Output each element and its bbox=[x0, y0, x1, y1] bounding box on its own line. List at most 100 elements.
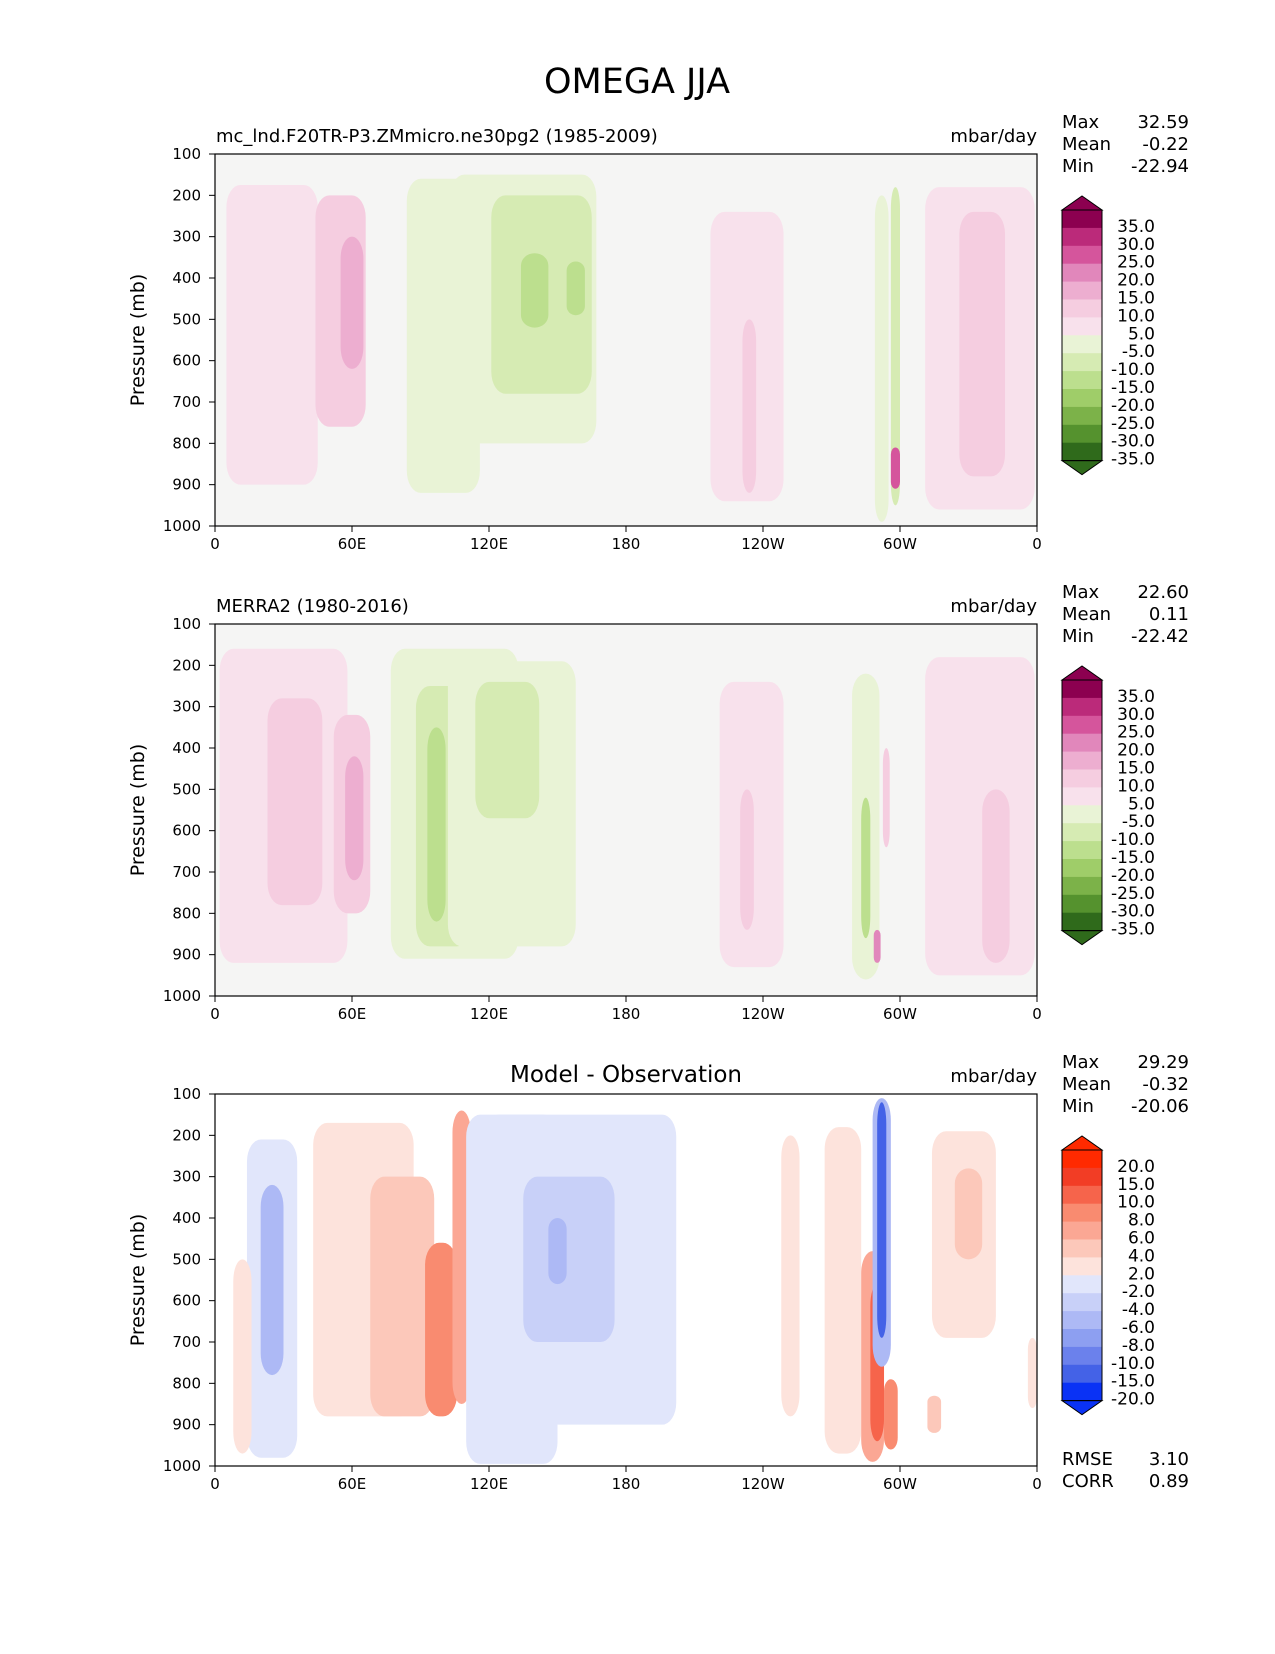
colorbar-segment bbox=[1062, 787, 1102, 806]
colorbar-label: 6.0 bbox=[1128, 1229, 1155, 1249]
stat-value-mean: 0.11 bbox=[1149, 604, 1189, 625]
y-tick-label: 700 bbox=[172, 393, 201, 411]
colorbar-label: -30.0 bbox=[1111, 432, 1155, 452]
colorbar-label: -35.0 bbox=[1111, 920, 1155, 940]
x-tick-label: 120W bbox=[741, 1475, 785, 1493]
stat-value-min: -22.42 bbox=[1131, 626, 1189, 647]
colorbar-label: -5.0 bbox=[1122, 342, 1155, 362]
panel-title: MERRA2 (1980-2016) bbox=[216, 596, 409, 617]
contour-region bbox=[233, 1259, 252, 1454]
colorbar-label: 25.0 bbox=[1117, 253, 1155, 273]
colorbar-label: 4.0 bbox=[1128, 1246, 1155, 1266]
stat-value-min: -22.94 bbox=[1131, 156, 1189, 177]
contour-region bbox=[548, 1218, 567, 1285]
stat-label-mean: Mean bbox=[1062, 134, 1111, 155]
colorbar-segment bbox=[1062, 1382, 1102, 1401]
y-tick-label: 600 bbox=[172, 352, 201, 370]
y-tick-label: 100 bbox=[172, 145, 201, 163]
y-tick-label: 400 bbox=[172, 269, 201, 287]
colorbar-label: -25.0 bbox=[1111, 414, 1155, 434]
colorbar-segment bbox=[1062, 442, 1102, 461]
y-tick-label: 1000 bbox=[163, 1457, 201, 1475]
stat-label-max: Max bbox=[1062, 1052, 1100, 1073]
colorbar-segment bbox=[1062, 876, 1102, 896]
chart-panel-1: 0 60E 120E 180 120W 60W 0 100 200 300 400 500 600 700… bbox=[127, 112, 1189, 553]
colorbar-segment bbox=[1062, 281, 1102, 300]
colorbar-segment bbox=[1062, 1293, 1102, 1312]
contour-region bbox=[890, 447, 900, 489]
colorbar-label: -20.0 bbox=[1111, 866, 1155, 886]
y-tick-label: 300 bbox=[172, 1168, 201, 1186]
colorbar-frame bbox=[1061, 679, 1103, 932]
contour-region bbox=[226, 185, 318, 485]
stat-label-min: Min bbox=[1062, 1096, 1094, 1117]
y-tick-label: 800 bbox=[172, 1374, 201, 1392]
colorbar-segment bbox=[1062, 1150, 1102, 1169]
colorbar-label: -10.0 bbox=[1111, 360, 1155, 380]
x-tick-label: 0 bbox=[1032, 1005, 1042, 1023]
y-tick-label: 500 bbox=[172, 780, 201, 798]
colorbar-label: -20.0 bbox=[1111, 1390, 1155, 1410]
x-tick-label: 120W bbox=[741, 1005, 785, 1023]
x-tick-label: 180 bbox=[612, 1475, 641, 1493]
colorbar-label: 30.0 bbox=[1117, 235, 1155, 255]
colorbar-label: 20.0 bbox=[1117, 271, 1155, 291]
stat-label-mean: Mean bbox=[1062, 1074, 1111, 1095]
colorbar-label: 10.0 bbox=[1117, 306, 1155, 326]
y-tick-label: 600 bbox=[172, 1292, 201, 1310]
y-tick-label: 400 bbox=[172, 1209, 201, 1227]
colorbar-segment bbox=[1062, 371, 1102, 390]
chart-panel-2: 0 60E 120E 180 120W 60W 0 100 200 300 400 500 600 700… bbox=[127, 582, 1189, 1023]
x-tick-label: 60W bbox=[883, 1005, 917, 1023]
y-tick-label: 200 bbox=[172, 656, 201, 674]
contour-region bbox=[742, 319, 757, 493]
colorbar-segment bbox=[1062, 769, 1102, 788]
colorbar-segment bbox=[1062, 859, 1102, 878]
x-tick-label: 0 bbox=[1032, 1475, 1042, 1493]
panel-units: mbar/day bbox=[950, 596, 1037, 617]
colorbar-label: 5.0 bbox=[1128, 324, 1155, 344]
colorbar-segment bbox=[1062, 912, 1102, 931]
x-tick-label: 120E bbox=[470, 1475, 508, 1493]
x-tick-label: 120E bbox=[470, 1005, 508, 1023]
contour-region bbox=[425, 1242, 458, 1417]
colorbar: 35.030.025.020.015.010.05.0-5.0-10.0-15.… bbox=[1060, 665, 1155, 946]
y-tick-label: 800 bbox=[172, 434, 201, 452]
contour-region bbox=[740, 789, 754, 930]
y-tick-label: 1000 bbox=[163, 987, 201, 1005]
panel-title: mc_lnd.F20TR-P3.ZMmicro.ne30pg2 (1985-20… bbox=[216, 126, 658, 147]
contour-region bbox=[882, 748, 890, 848]
colorbar-label: 25.0 bbox=[1117, 723, 1155, 743]
contour-region bbox=[824, 1127, 862, 1454]
panel-title: Model - Observation bbox=[510, 1062, 742, 1088]
stat-value-max: 22.60 bbox=[1137, 582, 1189, 603]
colorbar-label: 15.0 bbox=[1117, 759, 1155, 779]
contour-region bbox=[267, 698, 323, 906]
stat-value-max: 32.59 bbox=[1137, 112, 1189, 133]
colorbar-label: 15.0 bbox=[1117, 289, 1155, 309]
colorbar-frame bbox=[1061, 209, 1103, 462]
colorbar-label: -15.0 bbox=[1111, 1372, 1155, 1392]
colorbar-label: -20.0 bbox=[1111, 396, 1155, 416]
colorbar-segment bbox=[1062, 299, 1102, 318]
contour-region bbox=[877, 1102, 887, 1338]
y-tick-label: 900 bbox=[172, 1416, 201, 1434]
y-axis-label: Pressure (mb) bbox=[127, 744, 149, 877]
colorbar-segment bbox=[1062, 389, 1102, 408]
colorbar-segment bbox=[1062, 680, 1102, 699]
colorbar-label: -35.0 bbox=[1111, 450, 1155, 470]
colorbar-segment bbox=[1062, 894, 1102, 914]
x-tick-label: 180 bbox=[612, 535, 641, 553]
contour-region bbox=[345, 756, 364, 881]
chart-panel-3: 0 60E 120E 180 120W 60W 0 100 200 300 400 500 600 700… bbox=[127, 1052, 1189, 1493]
metric-label-corr: CORR bbox=[1062, 1471, 1114, 1492]
metric-label-rmse: RMSE bbox=[1062, 1449, 1113, 1470]
colorbar-label: 5.0 bbox=[1128, 794, 1155, 814]
colorbar-segment bbox=[1062, 245, 1102, 265]
colorbar-label: -4.0 bbox=[1122, 1300, 1155, 1320]
colorbar-segment bbox=[1062, 1257, 1102, 1276]
y-tick-label: 200 bbox=[172, 1126, 201, 1144]
colorbar-label: -6.0 bbox=[1122, 1318, 1155, 1338]
contour-field bbox=[226, 174, 1035, 522]
